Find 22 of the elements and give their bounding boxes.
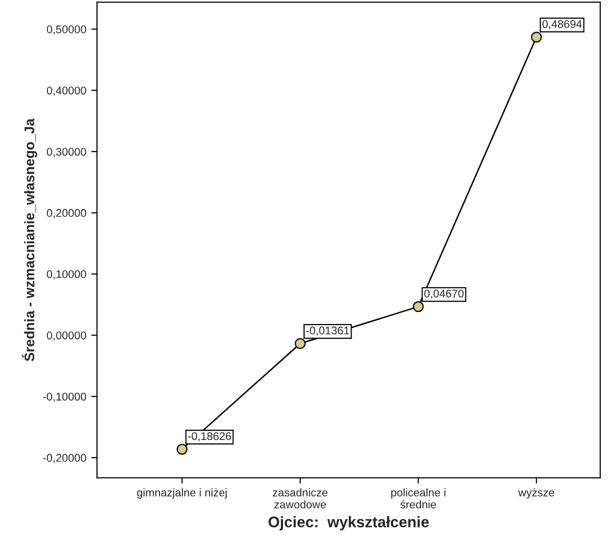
- data-label: -0,01361: [306, 326, 350, 336]
- y-tick-label: 0,40000: [46, 86, 86, 96]
- point: [531, 32, 542, 43]
- data-label: -0,18626: [188, 432, 231, 442]
- x-tick-label: policealne i średnie: [391, 488, 446, 508]
- point: [294, 338, 306, 349]
- data-label: 0,04670: [424, 290, 464, 299]
- x-tick-label: zasadnicze zawodowe: [272, 488, 328, 508]
- y-tick-label: 0,30000: [46, 148, 86, 158]
- y-axis-title: Średnia - wzmacnianie_własnego_Ja: [22, 118, 38, 362]
- y-tick-label: -0,20000: [43, 454, 86, 464]
- y-tick-label: 0,10000: [46, 270, 86, 280]
- x-tick-label: gimnazjalne i niżej: [137, 488, 227, 499]
- x-tick-label: wyższe: [518, 488, 554, 499]
- point: [412, 301, 424, 312]
- point: [176, 444, 188, 455]
- y-tick-label: 0,20000: [46, 209, 86, 218]
- x-axis-title: Ojciec: wykształcenie: [268, 516, 429, 530]
- data-label: 0,48694: [542, 20, 582, 30]
- y-tick-label: 0,00000: [46, 331, 86, 341]
- y-tick-label: 0,50000: [46, 25, 86, 35]
- y-tick-label: -0,10000: [43, 392, 86, 402]
